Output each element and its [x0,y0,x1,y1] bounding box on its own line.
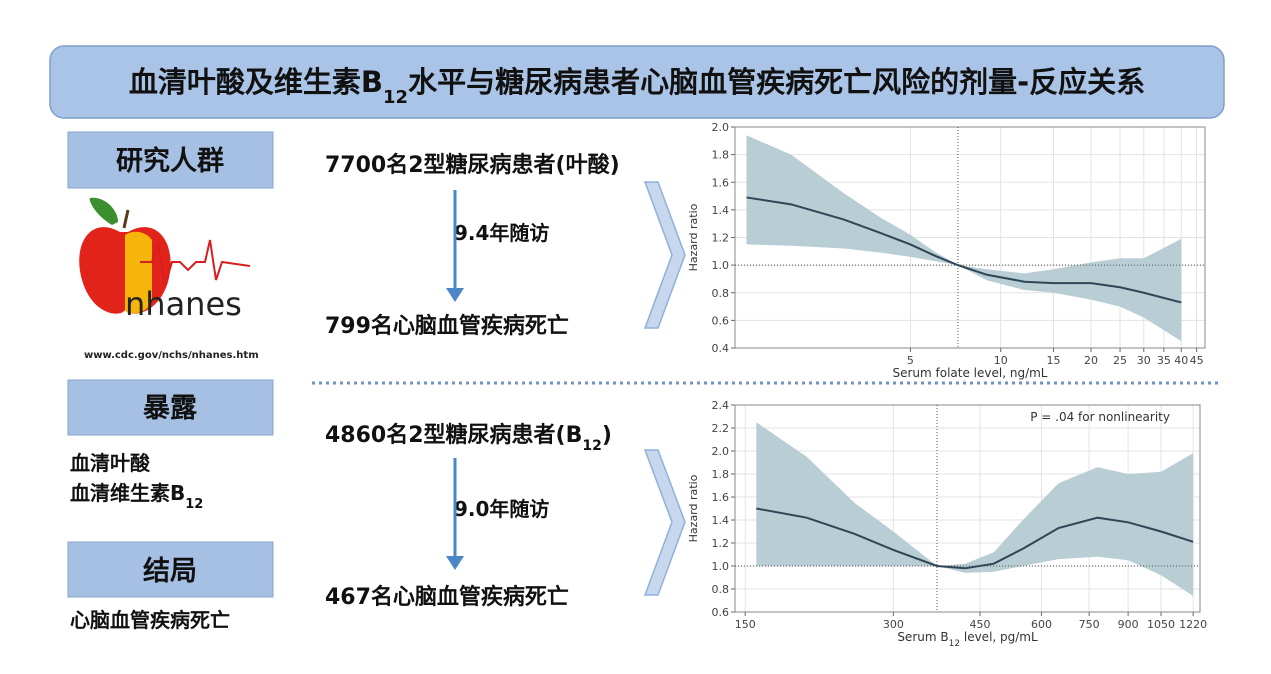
y-tick-label: 1.2 [712,232,730,245]
flow-start: 4860名2型糖尿病患者(B12) [325,422,612,454]
flow-start: 7700名2型糖尿病患者(叶酸) [325,152,620,178]
hazard-line [746,196,1182,304]
exposure-item: 血清叶酸 [70,451,151,475]
flow-start-part: 7700名2型糖尿病患者(叶酸) [325,152,620,178]
title-part: 水平与糖尿病患者心脑血管疾病死亡风险的剂量-反应关系 [408,65,1145,99]
plot-frame [734,404,1201,613]
x-tick-label: 15 [1047,354,1061,367]
title-bar [49,45,1225,119]
outcome-label: 结局 [143,556,197,587]
x-tick-label: 1220 [1179,618,1207,631]
exposure-item-part: 12 [185,497,203,512]
flow-end: 799名心脑血管疾病死亡 [325,313,569,339]
exposure-item-part: 血清叶酸 [70,451,151,475]
flow-end: 467名心脑血管疾病死亡 [325,584,569,610]
label-box [67,541,274,598]
y-tick-label: 1.6 [712,491,730,504]
y-tick-label: 1.6 [712,176,730,189]
outcome-item: 心脑血管疾病死亡 [70,608,230,632]
title-part: 12 [383,87,408,108]
x-tick-label: 450 [969,618,990,631]
flow-start-part: ) [602,423,612,448]
flow-start-part: 4860名2型糖尿病患者(B [325,422,582,448]
x-tick-label: 1050 [1147,618,1175,631]
population-label: 研究人群 [116,145,224,177]
x-tick-label: 35 [1157,354,1171,367]
x-axis-label-part: Serum folate level, ng/mL [892,366,1047,380]
exposure-label: 暴露 [143,393,198,424]
y-axis-label: Hazard ratio [687,203,700,271]
ci-band [756,422,1194,596]
x-tick-label: 45 [1190,354,1204,367]
x-tick-label: 900 [1118,618,1139,631]
x-axis-label-part: Serum B [897,630,948,644]
y-tick-label: 1.8 [712,149,730,162]
arrows [446,181,686,596]
followup: 9.0年随访 [454,497,549,521]
logo-text: nhanes [125,285,242,323]
label-box [67,131,274,189]
flow-start-part: 12 [582,438,601,454]
x-tick-label: 25 [1113,354,1127,367]
followup: 9.4年随访 [454,221,549,245]
x-axis-label-part: level, pg/mL [960,630,1038,644]
y-tick-label: 2.2 [712,422,730,435]
logo-art [79,197,251,314]
x-tick-label: 150 [735,618,756,631]
annotation: P = .04 for nonlinearity [1030,410,1170,424]
x-tick-label: 300 [883,618,904,631]
x-tick-label: 5 [907,354,914,367]
x-tick-label: 40 [1174,354,1188,367]
hazard-line [756,507,1194,570]
y-tick-label: 1.8 [712,468,730,481]
exposure-item: 血清维生素B12 [70,481,203,512]
x-axis-label: Serum B12 level, pg/mL [897,630,1038,649]
title: 血清叶酸及维生素B12水平与糖尿病患者心脑血管疾病死亡风险的剂量-反应关系 [129,65,1145,108]
x-tick-label: 750 [1079,618,1100,631]
y-tick-label: 2.4 [712,399,730,412]
x-tick-label: 30 [1137,354,1151,367]
y-tick-label: 0.8 [712,583,730,596]
y-tick-label: 2.0 [712,445,730,458]
y-tick-label: 0.6 [712,606,730,619]
y-tick-label: 1.0 [712,259,730,272]
y-tick-label: 1.4 [712,514,730,527]
exposure-item-part: 血清维生素B [70,481,185,505]
x-tick-label: 600 [1031,618,1052,631]
y-tick-label: 0.8 [712,287,730,300]
y-tick-label: 0.6 [712,314,730,327]
x-axis-label-part: 12 [949,639,960,649]
plot-frame [734,126,1206,349]
y-tick-label: 1.4 [712,204,730,217]
ci-band [746,135,1182,342]
y-tick-label: 0.4 [712,342,730,355]
x-axis-label: Serum folate level, ng/mL [892,366,1047,380]
y-tick-label: 2.0 [712,121,730,134]
y-tick-label: 1.2 [712,537,730,550]
x-tick-label: 10 [994,354,1008,367]
label-box [67,379,274,436]
logo-url: www.cdc.gov/nchs/nhanes.htm [84,350,259,361]
y-tick-label: 1.0 [712,560,730,573]
y-axis-label: Hazard ratio [687,474,700,542]
x-tick-label: 20 [1084,354,1098,367]
title-part: 血清叶酸及维生素B [129,65,383,99]
